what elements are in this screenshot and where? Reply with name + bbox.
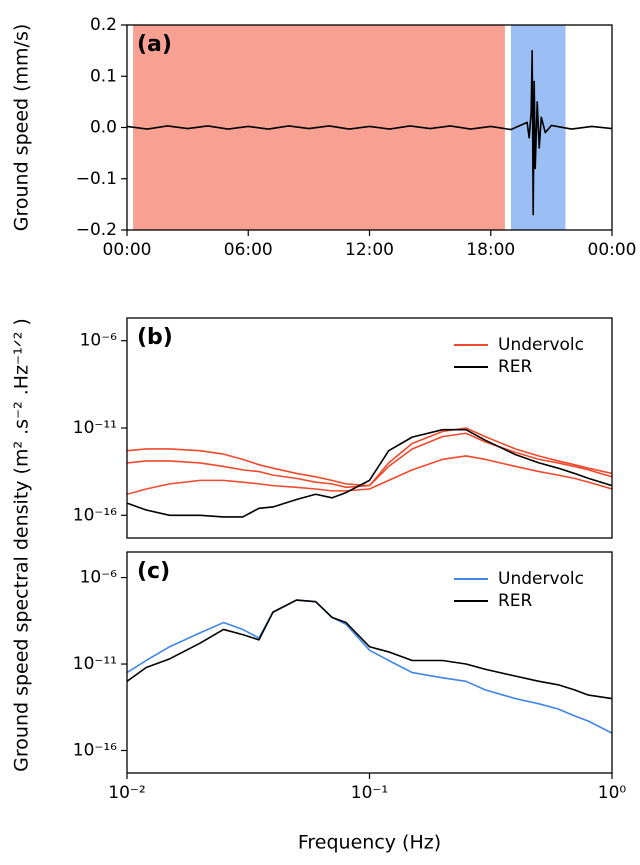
y-tick-label: 10⁻⁶: [80, 568, 118, 588]
plot-area: [127, 599, 612, 734]
x-tick-label: 18:00: [466, 240, 515, 260]
y-tick-label: 0.2: [90, 15, 117, 35]
y-tick-label: 10⁻¹⁶: [73, 740, 117, 760]
y-tick-label: 10⁻¹¹: [73, 418, 117, 438]
x-tick-label: 00:00: [588, 240, 637, 260]
legend-label: Undervolc: [498, 335, 584, 355]
plot-area: [127, 427, 612, 518]
panel-label: (c): [137, 559, 170, 584]
y-axis-label: Ground speed spectral density (m² .s⁻² .…: [11, 318, 33, 772]
y-tick-label: 10⁻¹⁶: [73, 505, 117, 525]
data-line: [127, 599, 612, 700]
legend-label: RER: [498, 591, 533, 611]
data-line: [127, 49, 612, 216]
x-tick-label: 06:00: [224, 240, 273, 260]
x-tick-label: 10⁻²: [108, 783, 145, 803]
y-tick-label: −0.2: [76, 220, 117, 240]
data-line: [127, 428, 612, 518]
y-tick-label: 10⁻¹¹: [73, 654, 117, 674]
y-tick-label: 10⁻⁶: [80, 331, 118, 351]
legend-label: RER: [498, 357, 533, 377]
data-line: [127, 455, 612, 496]
y-axis-label: Ground speed (mm/s): [11, 24, 33, 232]
y-tick-label: −0.1: [76, 169, 117, 189]
x-tick-label: 10⁻¹: [351, 783, 388, 803]
panel-label: (a): [137, 32, 172, 57]
panel-label: (b): [137, 325, 173, 350]
data-line: [127, 427, 612, 487]
x-tick-label: 00:00: [103, 240, 152, 260]
plot-area: [127, 25, 612, 230]
x-tick-label: 12:00: [345, 240, 394, 260]
data-line: [127, 599, 612, 734]
x-tick-label: 10⁰: [598, 783, 627, 803]
y-tick-label: 0.0: [90, 118, 117, 138]
y-tick-label: 0.1: [90, 66, 117, 86]
legend-label: Undervolc: [498, 569, 584, 589]
x-axis-label: Frequency (Hz): [298, 832, 441, 854]
